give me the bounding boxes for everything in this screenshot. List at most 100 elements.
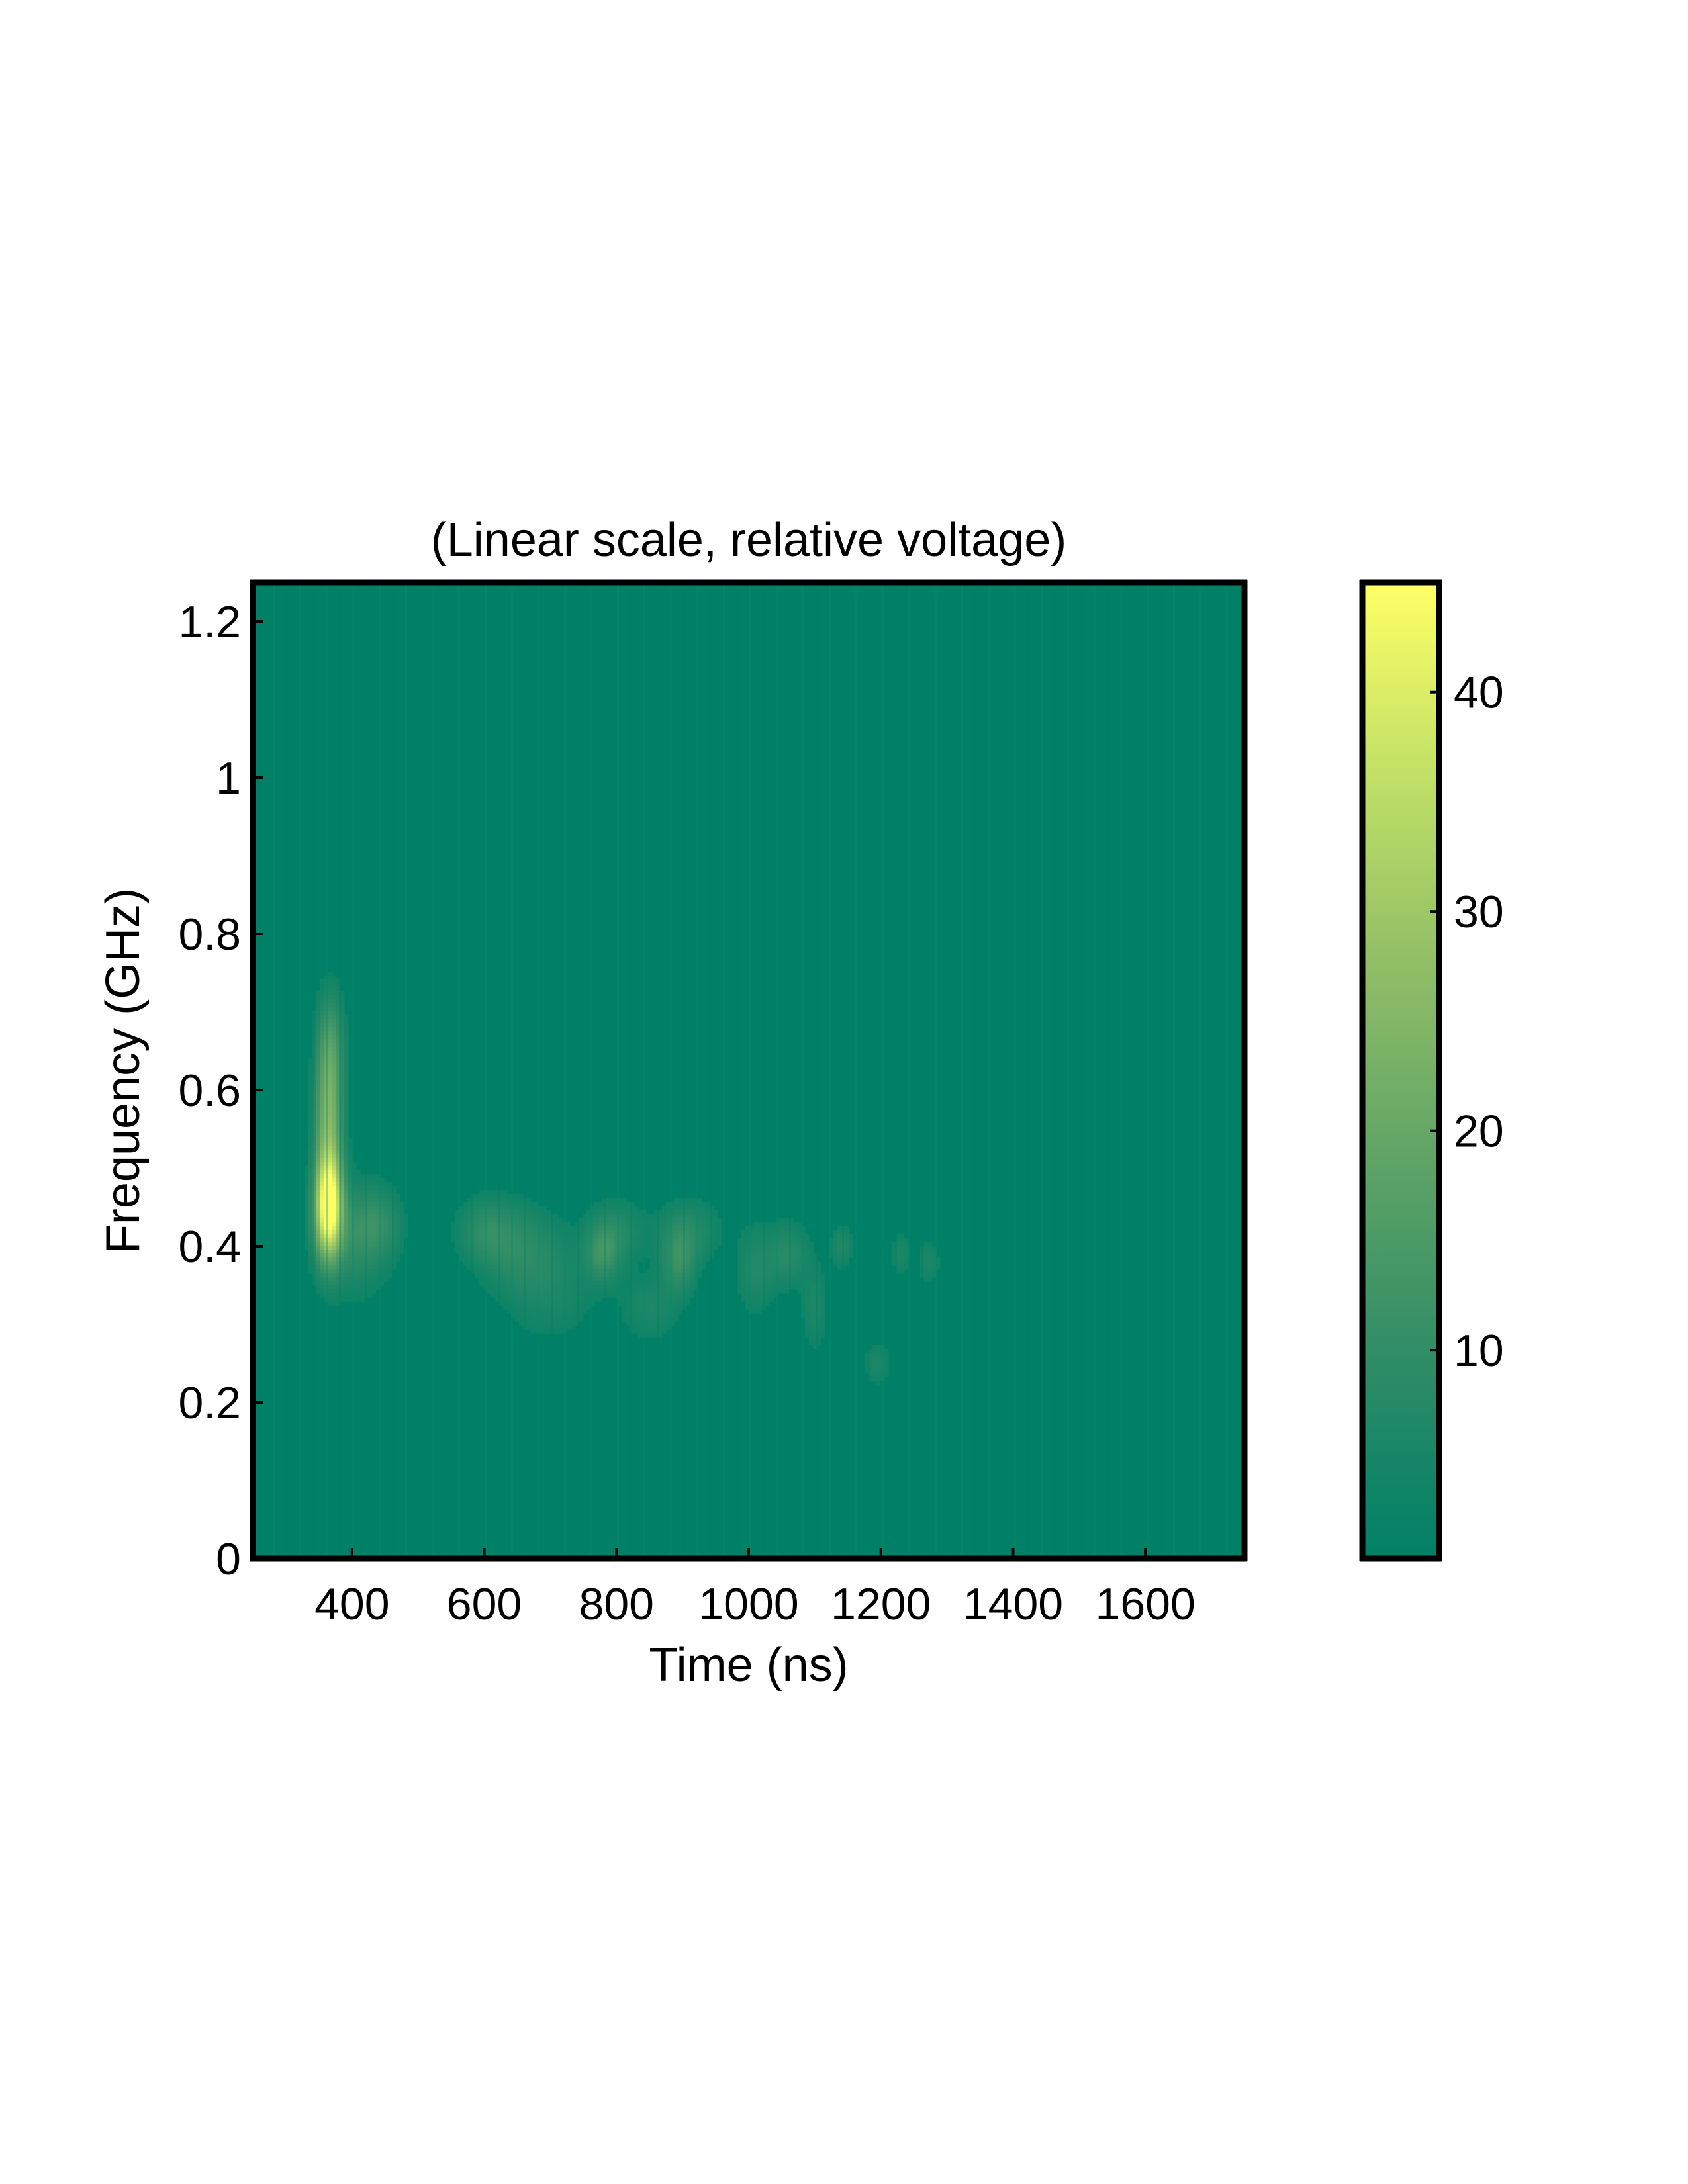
heatmap-cell [563, 1293, 567, 1298]
heatmap-cell [507, 1257, 512, 1262]
heatmap-cell [718, 1222, 722, 1226]
heatmap-cell [757, 1250, 762, 1254]
heatmap-cell [344, 1091, 349, 1095]
heatmap-cell [547, 1273, 551, 1278]
heatmap-cell [678, 1226, 682, 1230]
heatmap-cell [793, 1222, 798, 1226]
heatmap-cell [765, 1261, 770, 1266]
heatmap-cell [813, 1285, 818, 1290]
heatmap-cell [813, 1265, 818, 1270]
heatmap-cell [583, 1301, 587, 1306]
heatmap-cell [813, 1289, 818, 1294]
heatmap-cell [626, 1261, 631, 1266]
heatmap-cell [316, 1186, 321, 1191]
heatmap-cell [932, 1250, 937, 1254]
heatmap-cell [781, 1261, 786, 1266]
heatmap-cell [745, 1246, 750, 1250]
heatmap-cell [698, 1214, 702, 1218]
heatmap-cell [463, 1253, 468, 1258]
heatmap-cell [312, 1047, 317, 1052]
heatmap-cell [563, 1313, 567, 1318]
heatmap-cell [336, 1126, 341, 1131]
heatmap-cell [575, 1230, 579, 1234]
heatmap-cell [320, 1075, 325, 1079]
heatmap-cell [586, 1253, 591, 1258]
heatmap-cell [376, 1210, 381, 1214]
heatmap-cell [324, 1174, 329, 1179]
heatmap-cell [467, 1206, 472, 1210]
heatmap-cell [614, 1242, 619, 1246]
heatmap-cell [535, 1293, 539, 1298]
heatmap-cell [543, 1301, 547, 1306]
heatmap-cell [531, 1273, 536, 1278]
heatmap-cell [801, 1242, 806, 1246]
heatmap-cell [809, 1269, 814, 1274]
heatmap-cell [876, 1361, 881, 1365]
heatmap-cell [332, 1273, 337, 1278]
heatmap-stripe [749, 582, 751, 1559]
heatmap-cell [586, 1250, 591, 1254]
heatmap-cell [328, 1269, 333, 1274]
heatmap-cell [563, 1289, 567, 1294]
heatmap-cell [527, 1281, 532, 1286]
heatmap-cell [360, 1238, 365, 1242]
heatmap-cell [491, 1206, 496, 1210]
heatmap-cell [547, 1226, 551, 1230]
heatmap-cell [328, 999, 333, 1004]
heatmap-cell [702, 1253, 706, 1258]
heatmap-cell [332, 1230, 337, 1234]
heatmap-cell [527, 1269, 532, 1274]
heatmap-cell [455, 1250, 460, 1254]
heatmap-cell [583, 1250, 587, 1254]
heatmap-cell [332, 1242, 337, 1246]
heatmap-cell [590, 1277, 595, 1282]
heatmap-cell [364, 1293, 369, 1298]
heatmap-cell [575, 1261, 579, 1266]
heatmap-cell [563, 1261, 567, 1266]
heatmap-cell [340, 1115, 345, 1119]
heatmap-cell [364, 1214, 369, 1218]
heatmap-cell [686, 1242, 690, 1246]
heatmap-cell [336, 995, 341, 1000]
heatmap-cell [678, 1305, 682, 1310]
heatmap-cell [483, 1218, 488, 1222]
heatmap-cell [586, 1246, 591, 1250]
heatmap-cell [571, 1234, 575, 1238]
heatmap-cell [499, 1226, 504, 1230]
heatmap-cell [638, 1301, 643, 1306]
heatmap-cell [618, 1226, 623, 1230]
heatmap-cell [336, 1003, 341, 1008]
heatmap-cell [761, 1250, 766, 1254]
heatmap-cell [356, 1250, 361, 1254]
heatmap-cell [634, 1285, 639, 1290]
heatmap-cell [324, 1051, 329, 1056]
heatmap-cell [491, 1269, 496, 1274]
heatmap-cell [865, 1365, 869, 1369]
heatmap-cell [547, 1214, 551, 1218]
heatmap-cell [563, 1242, 567, 1246]
heatmap-cell [364, 1186, 369, 1191]
heatmap-cell [503, 1226, 508, 1230]
heatmap-cell [360, 1178, 365, 1183]
heatmap-cell [340, 1238, 345, 1242]
heatmap-cell [741, 1257, 746, 1262]
heatmap-cell [698, 1242, 702, 1246]
heatmap-cell [634, 1253, 639, 1258]
heatmap-cell [765, 1253, 770, 1258]
heatmap-cell [336, 1071, 341, 1075]
heatmap-cell [471, 1265, 476, 1270]
heatmap-cell [789, 1285, 794, 1290]
heatmap-cell [710, 1238, 714, 1242]
heatmap-cell [741, 1253, 746, 1258]
heatmap-cell [682, 1305, 686, 1310]
heatmap-cell [626, 1305, 631, 1310]
heatmap-stripe [1094, 582, 1096, 1559]
heatmap-cell [324, 1261, 329, 1266]
heatmap-cell [328, 976, 333, 980]
heatmap-cell [356, 1170, 361, 1175]
heatmap-cell [535, 1222, 539, 1226]
heatmap-cell [841, 1238, 845, 1242]
heatmap-cell [527, 1218, 532, 1222]
heatmap-cell [563, 1257, 567, 1262]
heatmap-cell [539, 1238, 543, 1242]
